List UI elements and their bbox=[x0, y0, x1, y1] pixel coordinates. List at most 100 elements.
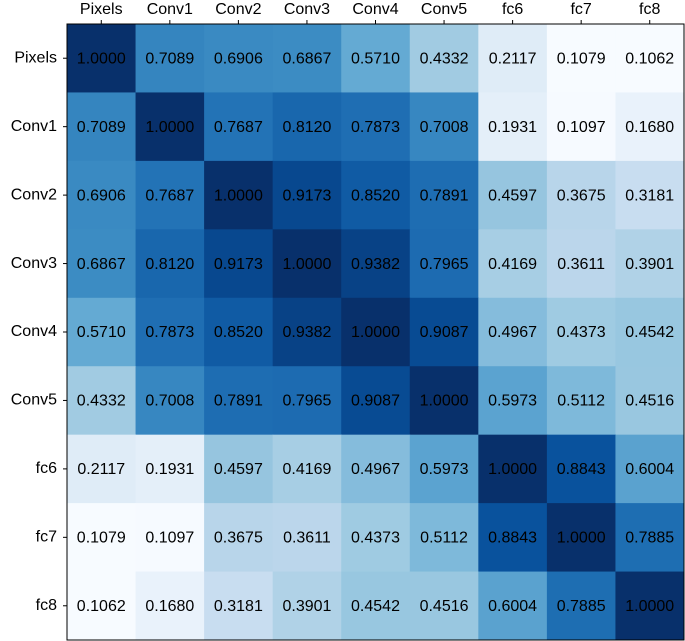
cell bbox=[272, 24, 342, 93]
y-tick-label: Conv4 bbox=[11, 323, 57, 340]
cell bbox=[478, 571, 548, 641]
cell bbox=[615, 160, 685, 230]
cell-label: 0.9382 bbox=[282, 324, 331, 341]
cell bbox=[546, 24, 616, 93]
cell-label: 0.7891 bbox=[214, 393, 263, 410]
cell-label: 0.7873 bbox=[351, 119, 400, 136]
cell bbox=[272, 503, 342, 573]
cell-label: 0.1062 bbox=[625, 50, 674, 67]
x-tick-label: fc6 bbox=[502, 1, 523, 18]
y-tick-label: Conv1 bbox=[11, 118, 57, 135]
cell-label: 0.3675 bbox=[557, 187, 606, 204]
cell bbox=[204, 229, 274, 299]
cell bbox=[478, 434, 548, 504]
cell-label: 0.4967 bbox=[488, 324, 537, 341]
cell-label: 0.6004 bbox=[625, 461, 674, 478]
cell-label: 0.7687 bbox=[214, 119, 263, 136]
cell bbox=[478, 229, 548, 299]
cell-label: 0.7965 bbox=[420, 256, 469, 273]
cell-label: 0.8120 bbox=[145, 256, 194, 273]
x-tick-label: fc8 bbox=[639, 1, 660, 18]
cell bbox=[67, 229, 137, 299]
cell bbox=[409, 160, 479, 230]
cell bbox=[478, 366, 548, 436]
cell bbox=[546, 92, 616, 162]
cell-label: 0.4542 bbox=[625, 324, 674, 341]
cell-label: 0.4169 bbox=[282, 461, 331, 478]
cell-label: 1.0000 bbox=[488, 461, 537, 478]
cell bbox=[478, 24, 548, 93]
cell bbox=[272, 571, 342, 641]
cell bbox=[341, 503, 411, 573]
cell bbox=[409, 503, 479, 573]
cell-label: 0.4516 bbox=[420, 598, 469, 615]
cell-label: 0.9173 bbox=[282, 187, 331, 204]
cell bbox=[341, 24, 411, 93]
cell bbox=[615, 571, 685, 641]
cell bbox=[341, 434, 411, 504]
cell bbox=[546, 366, 616, 436]
cell bbox=[546, 503, 616, 573]
cell-label: 0.4373 bbox=[351, 530, 400, 547]
cell bbox=[341, 571, 411, 641]
cell-label: 0.1931 bbox=[488, 119, 537, 136]
cell-label: 0.5973 bbox=[420, 461, 469, 478]
cell bbox=[615, 229, 685, 299]
cell bbox=[135, 229, 205, 299]
cell bbox=[546, 160, 616, 230]
cell-label: 0.3611 bbox=[557, 256, 605, 273]
cell bbox=[135, 297, 205, 367]
cell-label: 0.8520 bbox=[351, 187, 400, 204]
cell bbox=[615, 24, 685, 93]
cell bbox=[67, 160, 137, 230]
cell-label: 1.0000 bbox=[557, 530, 606, 547]
cell-label: 0.9382 bbox=[351, 256, 400, 273]
cell bbox=[615, 366, 685, 436]
cell-label: 0.3611 bbox=[283, 530, 331, 547]
y-tick-label: Pixels bbox=[14, 49, 57, 66]
cell-label: 0.1680 bbox=[145, 598, 194, 615]
cell bbox=[204, 297, 274, 367]
cell bbox=[615, 503, 685, 573]
cell bbox=[135, 160, 205, 230]
cell-label: 0.7885 bbox=[625, 530, 674, 547]
cell bbox=[409, 366, 479, 436]
cell-label: 0.4597 bbox=[488, 187, 537, 204]
cell-label: 0.6906 bbox=[214, 50, 263, 67]
cell bbox=[67, 92, 137, 162]
cell bbox=[478, 92, 548, 162]
cell bbox=[546, 571, 616, 641]
cell-label: 1.0000 bbox=[145, 119, 194, 136]
cell-label: 1.0000 bbox=[625, 598, 674, 615]
cell-label: 0.7089 bbox=[77, 119, 126, 136]
cell-label: 0.5112 bbox=[557, 393, 605, 410]
cell-label: 1.0000 bbox=[282, 256, 331, 273]
cell-label: 0.9173 bbox=[214, 256, 263, 273]
cell-label: 1.0000 bbox=[214, 187, 263, 204]
cell-label: 0.7008 bbox=[420, 119, 469, 136]
cell-label: 0.8120 bbox=[282, 119, 331, 136]
cell bbox=[272, 297, 342, 367]
cell-label: 0.1931 bbox=[145, 461, 194, 478]
frame bbox=[66, 23, 685, 641]
cell bbox=[341, 297, 411, 367]
cell-label: 0.1097 bbox=[145, 530, 194, 547]
cell-label: 0.1079 bbox=[557, 50, 606, 67]
x-tick-label: Conv5 bbox=[421, 1, 467, 18]
x-tick-label: Conv2 bbox=[215, 1, 261, 18]
cell-label: 0.7008 bbox=[145, 393, 194, 410]
cell bbox=[546, 434, 616, 504]
cell bbox=[409, 434, 479, 504]
cell-label: 0.7089 bbox=[145, 50, 194, 67]
cell-label: 0.8843 bbox=[488, 530, 537, 547]
cell bbox=[67, 297, 137, 367]
cell-label: 0.4542 bbox=[351, 598, 400, 615]
cell-label: 0.7891 bbox=[420, 187, 469, 204]
cell bbox=[409, 92, 479, 162]
cell-label: 0.7965 bbox=[282, 393, 331, 410]
x-tick-label: Pixels bbox=[80, 1, 123, 18]
cell-label: 0.3675 bbox=[214, 530, 263, 547]
cell bbox=[478, 503, 548, 573]
cell-label: 0.4597 bbox=[214, 461, 263, 478]
